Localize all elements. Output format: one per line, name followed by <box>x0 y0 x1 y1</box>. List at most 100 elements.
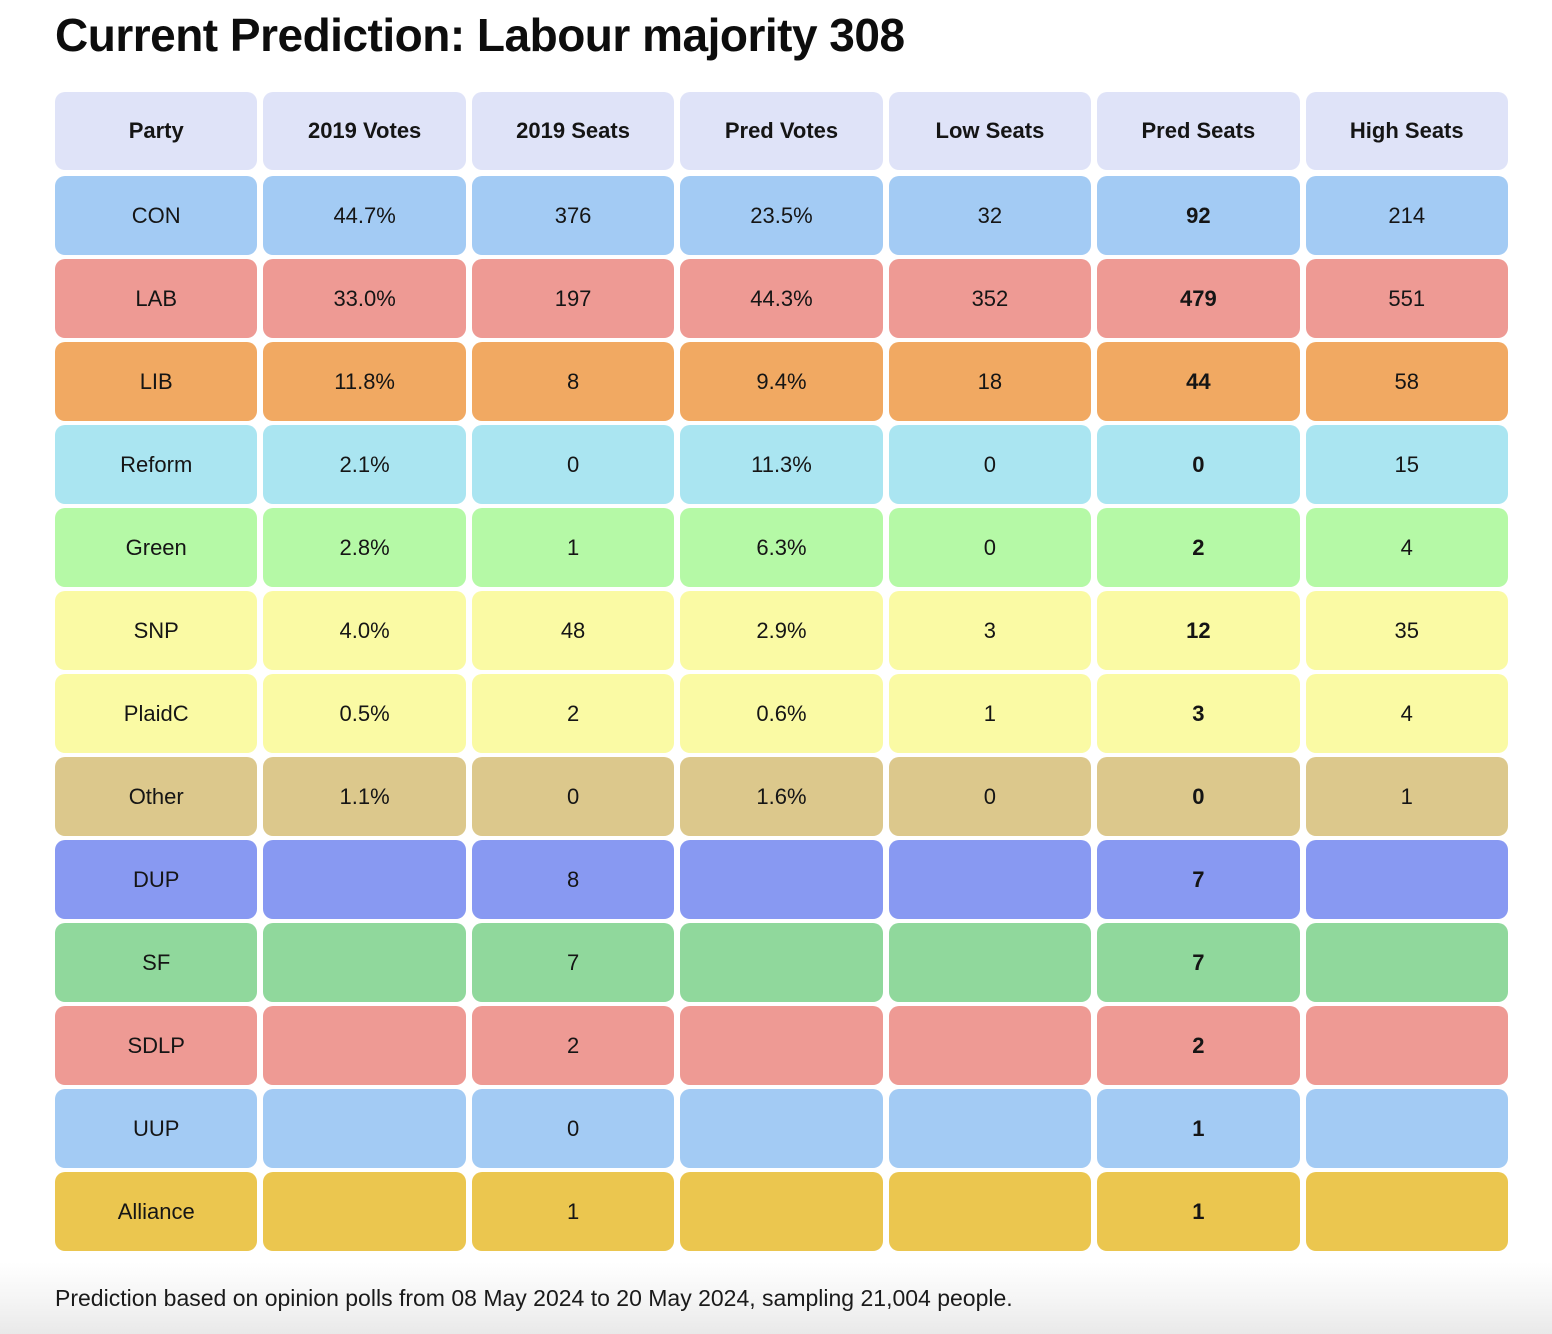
party-cell: SDLP <box>55 1006 258 1085</box>
party-cell: Reform <box>55 425 258 504</box>
value-cell: 1.1% <box>263 757 466 836</box>
table-header-row: Party 2019 Votes 2019 Seats Pred Votes L… <box>55 92 1508 170</box>
value-cell <box>263 1172 466 1251</box>
value-cell: 1 <box>888 674 1092 753</box>
value-cell <box>263 840 466 919</box>
value-cell: 44.7% <box>263 176 466 255</box>
value-cell: 33.0% <box>263 259 466 338</box>
value-cell <box>680 1172 883 1251</box>
party-cell: UUP <box>55 1089 258 1168</box>
table-row: Alliance 1 1 <box>55 1172 1508 1251</box>
party-cell: PlaidC <box>55 674 258 753</box>
value-cell <box>888 923 1092 1002</box>
value-cell: 8 <box>471 342 675 421</box>
value-cell: 1 <box>471 508 675 587</box>
value-cell: 197 <box>471 259 675 338</box>
column-header-low-seats: Low Seats <box>888 92 1092 170</box>
value-cell: 6.3% <box>680 508 883 587</box>
value-cell: 2 <box>1097 508 1300 587</box>
value-cell <box>263 1006 466 1085</box>
value-cell: 2.9% <box>680 591 883 670</box>
value-cell <box>1305 1172 1508 1251</box>
value-cell: 9.4% <box>680 342 883 421</box>
column-header-party: Party <box>55 92 258 170</box>
value-cell <box>263 1089 466 1168</box>
value-cell: 551 <box>1305 259 1508 338</box>
footer-band: Prediction based on opinion polls from 0… <box>0 1262 1552 1334</box>
value-cell <box>680 840 883 919</box>
value-cell: 0.6% <box>680 674 883 753</box>
value-cell: 1 <box>1097 1172 1300 1251</box>
column-header-pred-votes: Pred Votes <box>680 92 883 170</box>
value-cell: 2 <box>471 1006 675 1085</box>
value-cell: 35 <box>1305 591 1508 670</box>
value-cell: 1 <box>1305 757 1508 836</box>
table-row: SNP 4.0% 48 2.9% 3 12 35 <box>55 591 1508 670</box>
value-cell: 214 <box>1305 176 1508 255</box>
value-cell: 92 <box>1097 176 1300 255</box>
prediction-table-body: CON 44.7% 376 23.5% 32 92 214 LAB 33.0% 197 44.3% 3… <box>55 176 1508 1251</box>
value-cell <box>1305 840 1508 919</box>
party-cell: SNP <box>55 591 258 670</box>
value-cell: 1 <box>471 1172 675 1251</box>
column-header-2019-seats: 2019 Seats <box>471 92 675 170</box>
value-cell: 2 <box>471 674 675 753</box>
table-row: SDLP 2 2 <box>55 1006 1508 1085</box>
column-header-pred-seats: Pred Seats <box>1097 92 1300 170</box>
value-cell <box>888 1172 1092 1251</box>
value-cell <box>1305 1089 1508 1168</box>
page-title: Current Prediction: Labour majority 308 <box>55 9 905 61</box>
value-cell: 2.1% <box>263 425 466 504</box>
value-cell: 44.3% <box>680 259 883 338</box>
value-cell <box>1305 923 1508 1002</box>
value-cell: 32 <box>888 176 1092 255</box>
value-cell: 4.0% <box>263 591 466 670</box>
value-cell: 2 <box>1097 1006 1300 1085</box>
value-cell: 3 <box>888 591 1092 670</box>
column-header-2019-votes: 2019 Votes <box>263 92 466 170</box>
table-row: Other 1.1% 0 1.6% 0 0 1 <box>55 757 1508 836</box>
value-cell: 23.5% <box>680 176 883 255</box>
table-row: PlaidC 0.5% 2 0.6% 1 3 4 <box>55 674 1508 753</box>
table-row: UUP 0 1 <box>55 1089 1508 1168</box>
prediction-table: Party 2019 Votes 2019 Seats Pred Votes L… <box>0 62 1552 1251</box>
value-cell: 0 <box>1097 757 1300 836</box>
value-cell <box>680 1006 883 1085</box>
value-cell: 2.8% <box>263 508 466 587</box>
value-cell: 7 <box>1097 923 1300 1002</box>
value-cell: 15 <box>1305 425 1508 504</box>
value-cell <box>888 1006 1092 1085</box>
party-cell: LIB <box>55 342 258 421</box>
value-cell <box>680 1089 883 1168</box>
column-header-high-seats: High Seats <box>1305 92 1508 170</box>
value-cell <box>888 840 1092 919</box>
value-cell: 11.3% <box>680 425 883 504</box>
footer-note: Prediction based on opinion polls from 0… <box>55 1284 1013 1311</box>
value-cell: 0 <box>471 1089 675 1168</box>
value-cell: 44 <box>1097 342 1300 421</box>
value-cell: 0 <box>888 757 1092 836</box>
value-cell <box>263 923 466 1002</box>
value-cell: 1 <box>1097 1089 1300 1168</box>
table-row: CON 44.7% 376 23.5% 32 92 214 <box>55 176 1508 255</box>
value-cell: 1.6% <box>680 757 883 836</box>
value-cell <box>680 923 883 1002</box>
value-cell <box>1305 1006 1508 1085</box>
value-cell: 0 <box>888 508 1092 587</box>
table-row: SF 7 7 <box>55 923 1508 1002</box>
value-cell: 479 <box>1097 259 1300 338</box>
table-row: LIB 11.8% 8 9.4% 18 44 58 <box>55 342 1508 421</box>
party-cell: Green <box>55 508 258 587</box>
value-cell: 7 <box>471 923 675 1002</box>
value-cell: 8 <box>471 840 675 919</box>
value-cell: 12 <box>1097 591 1300 670</box>
value-cell: 11.8% <box>263 342 466 421</box>
value-cell: 7 <box>1097 840 1300 919</box>
party-cell: CON <box>55 176 258 255</box>
value-cell: 0 <box>888 425 1092 504</box>
value-cell: 4 <box>1305 674 1508 753</box>
value-cell: 376 <box>471 176 675 255</box>
table-row: DUP 8 7 <box>55 840 1508 919</box>
value-cell: 352 <box>888 259 1092 338</box>
table-row: LAB 33.0% 197 44.3% 352 479 551 <box>55 259 1508 338</box>
